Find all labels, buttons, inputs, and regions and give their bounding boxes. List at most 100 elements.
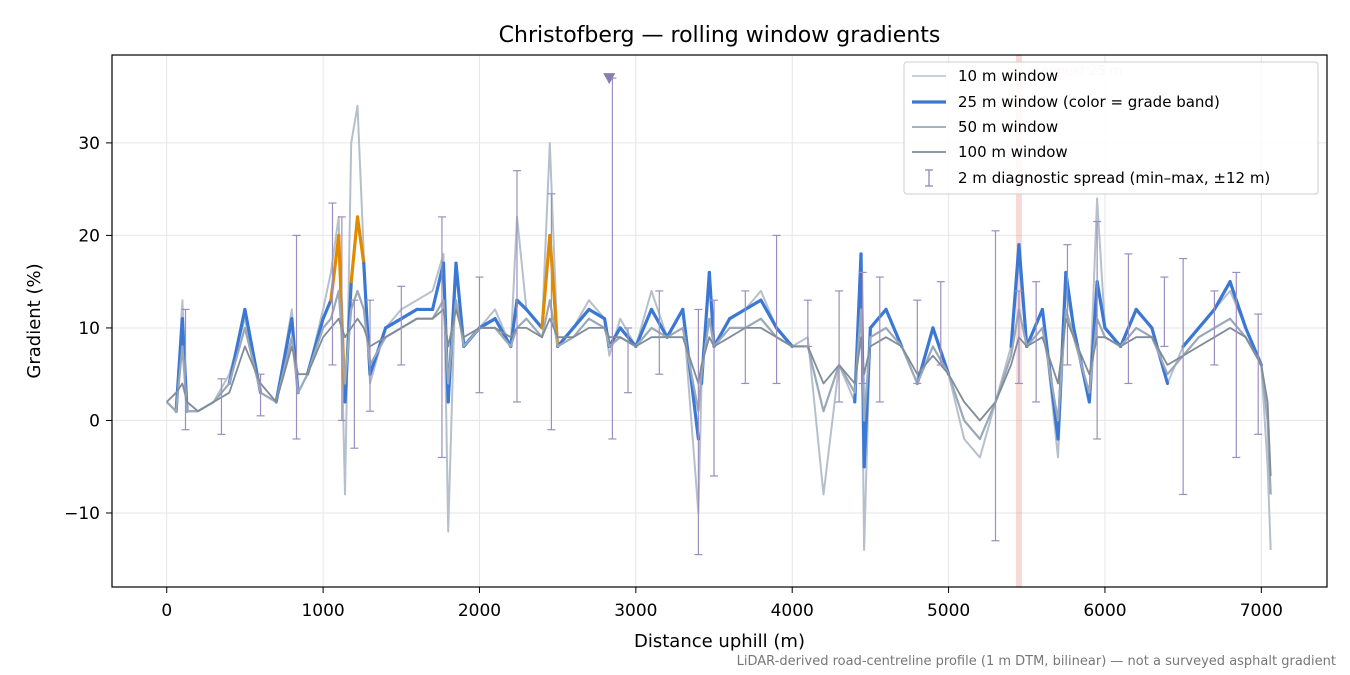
diagnostic-errorbar [366,299,375,412]
series-segment-25m [321,298,333,321]
series-segment-25m [1095,280,1107,330]
series-segment-25m [707,270,716,349]
series-segment-25m [759,298,779,330]
legend-label-diagnostic: 2 m diagnostic spread (min–max, ±12 m) [958,169,1270,187]
series-segment-25m [509,298,519,349]
series-line-100m [166,308,1272,477]
footer-note: LiDAR-derived road-centreline profile (1… [737,654,1336,669]
diagnostic-errorbar [328,202,337,366]
y-tick-label: 30 [78,134,100,154]
diagnostic-errorbar [217,378,226,435]
series-segment-25m [540,233,552,330]
diagnostic-errorbar [835,290,844,403]
series-segment-25m [1134,307,1154,330]
series-segment-25m [587,307,607,321]
diagnostic-errorbar [1124,253,1133,385]
series-segment-25m [1025,307,1045,349]
plot-frame [111,54,1328,588]
series-segment-25m [1181,326,1201,349]
series-segment-25m [743,298,763,312]
series-segment-25m [1197,307,1217,330]
diagnostic-errorbar [936,281,945,366]
diagnostic-errorbar [875,276,884,403]
x-tick-label: 6000 [1083,601,1126,621]
diagnostic-errorbar [292,234,301,440]
diagnostic-errorbar [1210,290,1219,366]
diagnostic-errorbar [741,290,750,385]
series-segment-25m [884,307,904,349]
series-segment-25m [1103,326,1123,349]
diagnostic-errorbar [547,193,556,431]
diagnostic-errorbar [803,299,812,348]
legend-label-100m: 100 m window [958,143,1068,161]
y-tick-label: 10 [78,319,100,339]
diagnostic-errorbar [858,271,867,385]
diagnostic-errorbar [1032,281,1041,403]
series-segment-25m [477,317,497,330]
diagnostic-errorbar [1160,276,1169,348]
diagnostic-errorbar [1063,244,1072,366]
x-tick-label: 2000 [458,601,501,621]
x-tick-label: 7000 [1240,601,1283,621]
x-tick-label: 0 [161,601,172,621]
series-segment-25m [634,307,654,349]
series-segment-25m [1009,243,1021,349]
x-tick-label: 1000 [301,601,344,621]
diagnostic-errorbar [624,327,633,394]
diagnostic-errorbar [513,170,521,403]
x-tick-label: 4000 [771,601,814,621]
series-segment-25m [399,307,419,321]
y-axis-label: Gradient (%) [24,263,45,378]
series-segment-25m [774,326,794,349]
diagnostic-errorbar [350,299,359,449]
y-tick-label: 0 [89,411,100,431]
legend: 10 m window 25 m window (color = grade b… [903,61,1319,195]
diagnostic-errorbar [913,299,922,385]
legend-label-25m: 25 m window (color = grade band) [958,93,1220,111]
series-segment-25m [571,307,591,330]
series-segment-25m [868,307,888,330]
diagnostic-errorbar [1179,257,1188,496]
series-segment-25m [1212,280,1232,312]
marker-layer [603,73,616,85]
legend-label-10m: 10 m window [958,67,1058,85]
diagnostic-errorbar [256,373,265,417]
y-tick-label: 20 [78,226,100,246]
clipped-value-marker [603,73,616,85]
diagnostic-errorbar [397,285,406,366]
diagnostic-errorbar [772,234,781,385]
legend-swatch-diagnostic [925,169,933,187]
series-segment-25m [524,307,544,330]
series-segment-25m [665,307,685,339]
y-tick-label: −10 [64,504,100,524]
chart-title: Christofberg — rolling window gradients [499,23,941,48]
series-segment-25m [1228,280,1248,330]
diagnostic-errorbar [1232,271,1241,459]
diagnostic-errorbar [1014,290,1023,385]
series-segment-25m [384,317,403,330]
legend-box [903,61,1319,195]
series-segment-25m [728,307,747,321]
diagnostic-errorbar [1093,220,1102,440]
diagnostic-errorbar [655,290,664,375]
diagnostic-errorbar [710,299,719,477]
diagnostic-errorbar [437,216,446,459]
series-segment-25m [355,215,366,265]
diagnostic-errorbar [337,216,346,422]
series-segment-25m [915,326,935,386]
x-axis-ticks: 0 1000 2000 3000 4000 5000 6000 7000 [161,587,1283,621]
diagnostic-errorbar [694,308,703,556]
series-segment-25m [349,215,360,284]
diagnostic-errorbar [475,276,484,394]
y-axis-ticks: −10 0 10 20 30 [64,134,112,524]
x-axis-label: Distance uphill (m) [634,631,805,652]
x-tick-label: 3000 [614,601,657,621]
diagnostic-spread-layer [181,77,1263,556]
legend-label-50m: 50 m window [958,118,1058,136]
diagnostic-errorbar [181,308,190,431]
diagnostic-errorbar [1254,313,1263,435]
series-segment-25m [1017,243,1029,349]
series-segment-25m [515,298,528,312]
diagnostic-errorbar [991,230,1000,542]
